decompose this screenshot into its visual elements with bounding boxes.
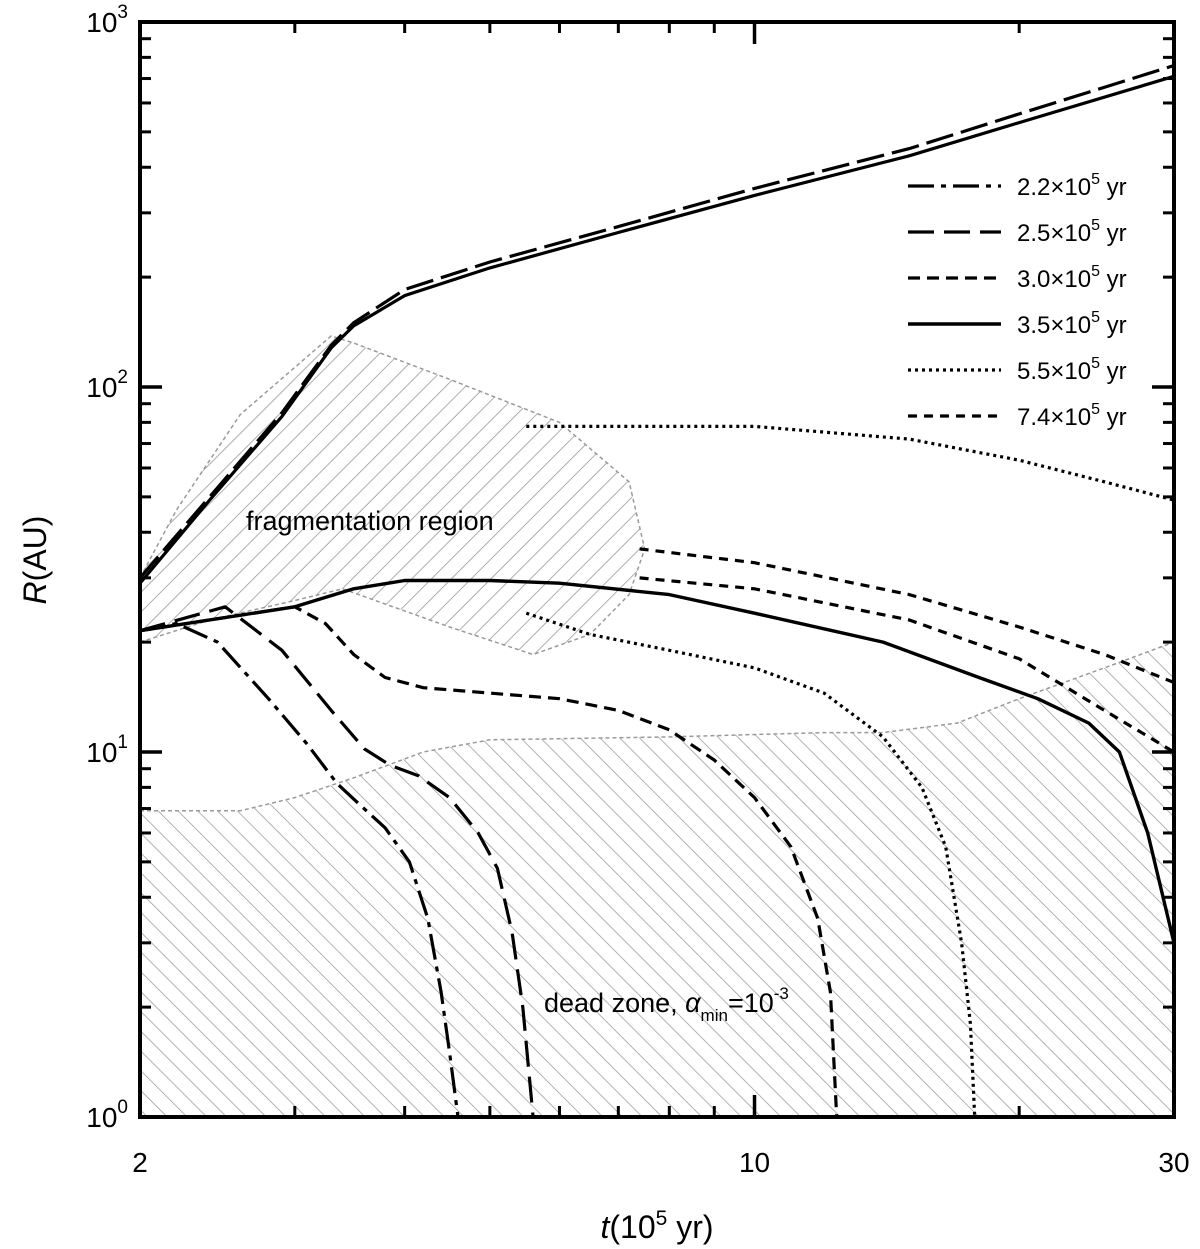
region-labels: fragmentation region dead zone, αmin=10-3 bbox=[246, 506, 789, 1025]
x-axis-title: t(105 yr) bbox=[600, 1207, 713, 1245]
outer-radius-line-solid bbox=[140, 74, 1174, 585]
y-tick-label-exponent: 0 bbox=[117, 1097, 128, 1118]
legend-label-exponent: 5 bbox=[1091, 355, 1100, 372]
dead-zone-region bbox=[140, 641, 1174, 1117]
dead-zone-label-subscript: min bbox=[701, 1006, 728, 1025]
series-line-3 bbox=[140, 605, 839, 1117]
fragmentation-region bbox=[140, 335, 646, 656]
legend-label-5: 5.5×105 yr bbox=[1017, 355, 1127, 385]
x-axis-title-pre: (10 bbox=[609, 1209, 655, 1245]
y-tick-label-base: 10 bbox=[86, 7, 117, 38]
legend-label-unit: yr bbox=[1100, 174, 1127, 201]
y-axis-title-rest: (AU) bbox=[17, 516, 53, 582]
fragmentation-region-label: fragmentation region bbox=[246, 506, 494, 536]
x-tick-label: 30 bbox=[1158, 1147, 1189, 1178]
legend-label-mantissa: 3.0×10 bbox=[1017, 266, 1091, 293]
legend-label-4: 3.5×105 yr bbox=[1017, 309, 1127, 339]
x-axis-title-sup: 5 bbox=[656, 1207, 668, 1230]
legend-label-mantissa: 5.5×10 bbox=[1017, 358, 1091, 385]
y-tick-label-exponent: 1 bbox=[117, 732, 128, 753]
y-tick-label: 100 bbox=[86, 1097, 128, 1133]
series-lines bbox=[140, 63, 1174, 1117]
y-tick-label-base: 10 bbox=[86, 372, 117, 403]
legend-label-exponent: 5 bbox=[1091, 171, 1100, 188]
series-line-1 bbox=[140, 621, 460, 1117]
x-tick-label: 10 bbox=[739, 1147, 770, 1178]
legend-label-1: 2.2×105 yr bbox=[1017, 171, 1127, 201]
legend-label-mantissa: 3.5×10 bbox=[1017, 312, 1091, 339]
legend: 2.2×105 yr2.5×105 yr3.0×105 yr3.5×105 yr… bbox=[908, 171, 1127, 431]
x-axis-title-post: yr) bbox=[667, 1209, 713, 1245]
legend-label-unit: yr bbox=[1100, 220, 1127, 247]
dead-zone-label-equals: =10 bbox=[728, 988, 774, 1018]
y-tick-label: 103 bbox=[86, 2, 128, 38]
legend-label-exponent: 5 bbox=[1091, 263, 1100, 280]
dead-zone-label-alpha: α bbox=[685, 988, 702, 1018]
dead-zone-label-exponent: -3 bbox=[774, 984, 789, 1003]
legend-label-exponent: 5 bbox=[1091, 217, 1100, 234]
y-tick-label-base: 10 bbox=[86, 1102, 117, 1133]
y-tick-label-base: 10 bbox=[86, 737, 117, 768]
y-axis-title: R(AU) bbox=[17, 516, 53, 605]
outer-radius-line-dashed bbox=[140, 63, 1174, 579]
y-tick-label-exponent: 3 bbox=[117, 2, 128, 23]
legend-label-3: 3.0×105 yr bbox=[1017, 263, 1127, 293]
y-tick-label: 102 bbox=[86, 367, 128, 403]
dead-zone-label-text: dead zone, bbox=[544, 988, 685, 1018]
legend-label-6: 7.4×105 yr bbox=[1017, 401, 1127, 431]
y-axis-title-var: R bbox=[17, 581, 53, 604]
series-line-5 bbox=[525, 424, 1174, 1117]
legend-label-mantissa: 2.5×10 bbox=[1017, 220, 1091, 247]
legend-label-mantissa: 2.2×10 bbox=[1017, 174, 1091, 201]
series-line-4 bbox=[140, 578, 1174, 944]
legend-label-2: 2.5×105 yr bbox=[1017, 217, 1127, 247]
plot-frame bbox=[138, 20, 1176, 1119]
y-tick-label: 101 bbox=[86, 732, 128, 768]
legend-label-unit: yr bbox=[1100, 404, 1127, 431]
legend-label-unit: yr bbox=[1100, 266, 1127, 293]
x-axis-title-var: t bbox=[600, 1209, 610, 1245]
y-tick-label-exponent: 2 bbox=[117, 367, 128, 388]
series-line-2 bbox=[140, 605, 535, 1117]
shaded-regions bbox=[140, 335, 1174, 1117]
legend-label-unit: yr bbox=[1100, 358, 1127, 385]
legend-label-exponent: 5 bbox=[1091, 309, 1100, 326]
legend-label-unit: yr bbox=[1100, 312, 1127, 339]
x-tick-label: 2 bbox=[132, 1147, 148, 1178]
legend-label-exponent: 5 bbox=[1091, 401, 1100, 418]
series-line-6 bbox=[639, 547, 1174, 754]
dead-zone-label: dead zone, αmin=10-3 bbox=[544, 984, 789, 1025]
legend-label-mantissa: 7.4×10 bbox=[1017, 404, 1091, 431]
